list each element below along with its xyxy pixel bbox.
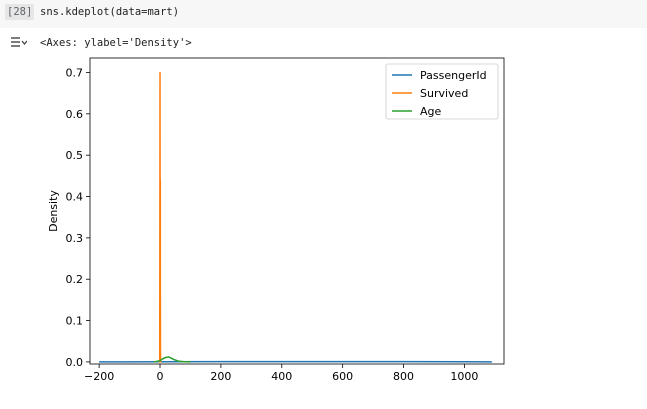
legend-box xyxy=(385,63,499,120)
x-tick-label: 1000 xyxy=(450,370,478,383)
y-tick-label: 0.2 xyxy=(66,273,84,286)
x-tick-label: 0 xyxy=(157,370,164,383)
legend: PassengerId Survived Age xyxy=(385,63,499,120)
y-axis-label: Density xyxy=(47,190,60,232)
y-tick-label: 0.7 xyxy=(66,66,84,79)
x-tick-label: 600 xyxy=(332,370,353,383)
series-line-2 xyxy=(153,356,191,363)
series-line-1 xyxy=(158,71,162,363)
x-tick-label: −200 xyxy=(84,370,114,383)
legend-label-1: Survived xyxy=(420,87,468,100)
x-tick-label: 400 xyxy=(271,370,292,383)
y-tick-label: 0.0 xyxy=(66,356,84,369)
x-tick-label: 800 xyxy=(393,370,414,383)
y-tick-label: 0.1 xyxy=(66,315,84,328)
y-tick-label: 0.5 xyxy=(66,149,84,162)
x-tick-label: 200 xyxy=(210,370,231,383)
y-tick-label: 0.3 xyxy=(66,232,84,245)
execution-count: [28] xyxy=(5,4,35,20)
code-input[interactable]: sns.kdeplot(data=mart) xyxy=(40,6,180,18)
code-cell[interactable]: [28] sns.kdeplot(data=mart) xyxy=(0,0,647,28)
legend-label-0: PassengerId xyxy=(420,69,487,82)
legend-label-2: Age xyxy=(420,105,442,118)
series-layer xyxy=(99,71,492,363)
y-tick-label: 0.6 xyxy=(66,108,84,121)
kde-plot: −200 0 200 400 600 800 1000 0.0 0.1 0.2 0.3 0.4 0.5… xyxy=(47,57,505,383)
y-tick-label: 0.4 xyxy=(66,191,84,204)
output-text: <Axes: ylabel='Density'> xyxy=(40,37,192,49)
y-axis-ticks: 0.0 0.1 0.2 0.3 0.4 0.5 0.6 0.7 xyxy=(66,66,90,369)
output-collapse-icon[interactable] xyxy=(9,36,27,50)
x-axis-ticks: −200 0 200 400 600 800 1000 xyxy=(84,364,478,383)
